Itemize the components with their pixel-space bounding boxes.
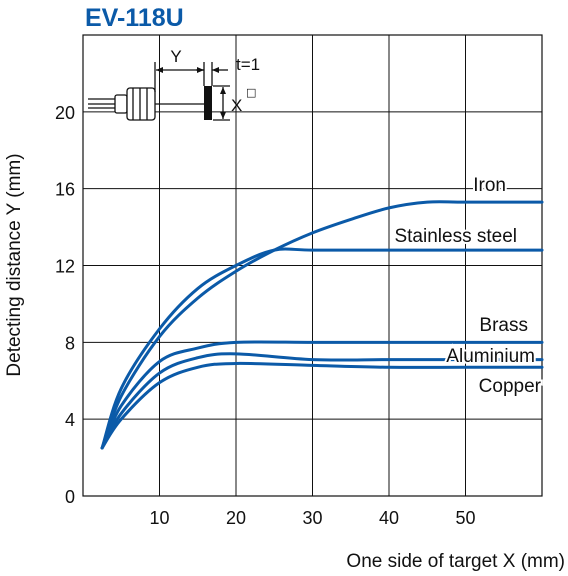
series-label-aluminium: Aluminium — [446, 346, 535, 367]
series-label-copper: Copper — [479, 376, 542, 397]
inset-x-label: X — [231, 96, 242, 115]
chart-title: EV-118U — [85, 4, 184, 32]
inset-y-label: Y — [170, 47, 181, 66]
series-line-stainless-steel — [100, 247, 544, 450]
series-line-brass — [100, 340, 544, 450]
plot-frame — [82, 34, 543, 497]
y-tick-label: 20 — [55, 103, 75, 123]
y-tick-label: 16 — [55, 180, 75, 200]
series-line-aluminium — [100, 352, 544, 450]
series-line-iron — [100, 200, 544, 450]
x-tick-label: 40 — [379, 508, 399, 528]
ticks-layer: 10 20 30 40 50 0 4 8 12 16 20 — [55, 103, 476, 528]
x-tick-label: 30 — [302, 508, 322, 528]
x-tick-label: 10 — [149, 508, 169, 528]
x-axis-label: One side of target X (mm) — [346, 551, 565, 572]
x-tick-label: 20 — [226, 508, 246, 528]
series-labels-layer: Iron Stainless steel Brass Aluminium Copper — [392, 173, 543, 399]
y-axis-label: Detecting distance Y (mm) — [4, 153, 25, 376]
y-tick-label: 12 — [55, 257, 75, 277]
inset-t-label: t=1 — [236, 55, 260, 74]
y-tick-label: 4 — [65, 410, 75, 430]
grid-layer — [83, 35, 542, 496]
series-layer — [100, 200, 544, 450]
inset-x-superscript: □ — [246, 86, 256, 99]
sensor-diagram — [88, 62, 230, 121]
x-tick-label: 50 — [455, 508, 475, 528]
series-label-brass: Brass — [479, 315, 528, 336]
series-line-copper — [100, 361, 544, 450]
y-tick-label: 0 — [65, 487, 75, 507]
series-label-iron: Iron — [473, 175, 506, 196]
series-label-stainless-steel: Stainless steel — [394, 226, 517, 247]
y-tick-label: 8 — [65, 333, 75, 353]
